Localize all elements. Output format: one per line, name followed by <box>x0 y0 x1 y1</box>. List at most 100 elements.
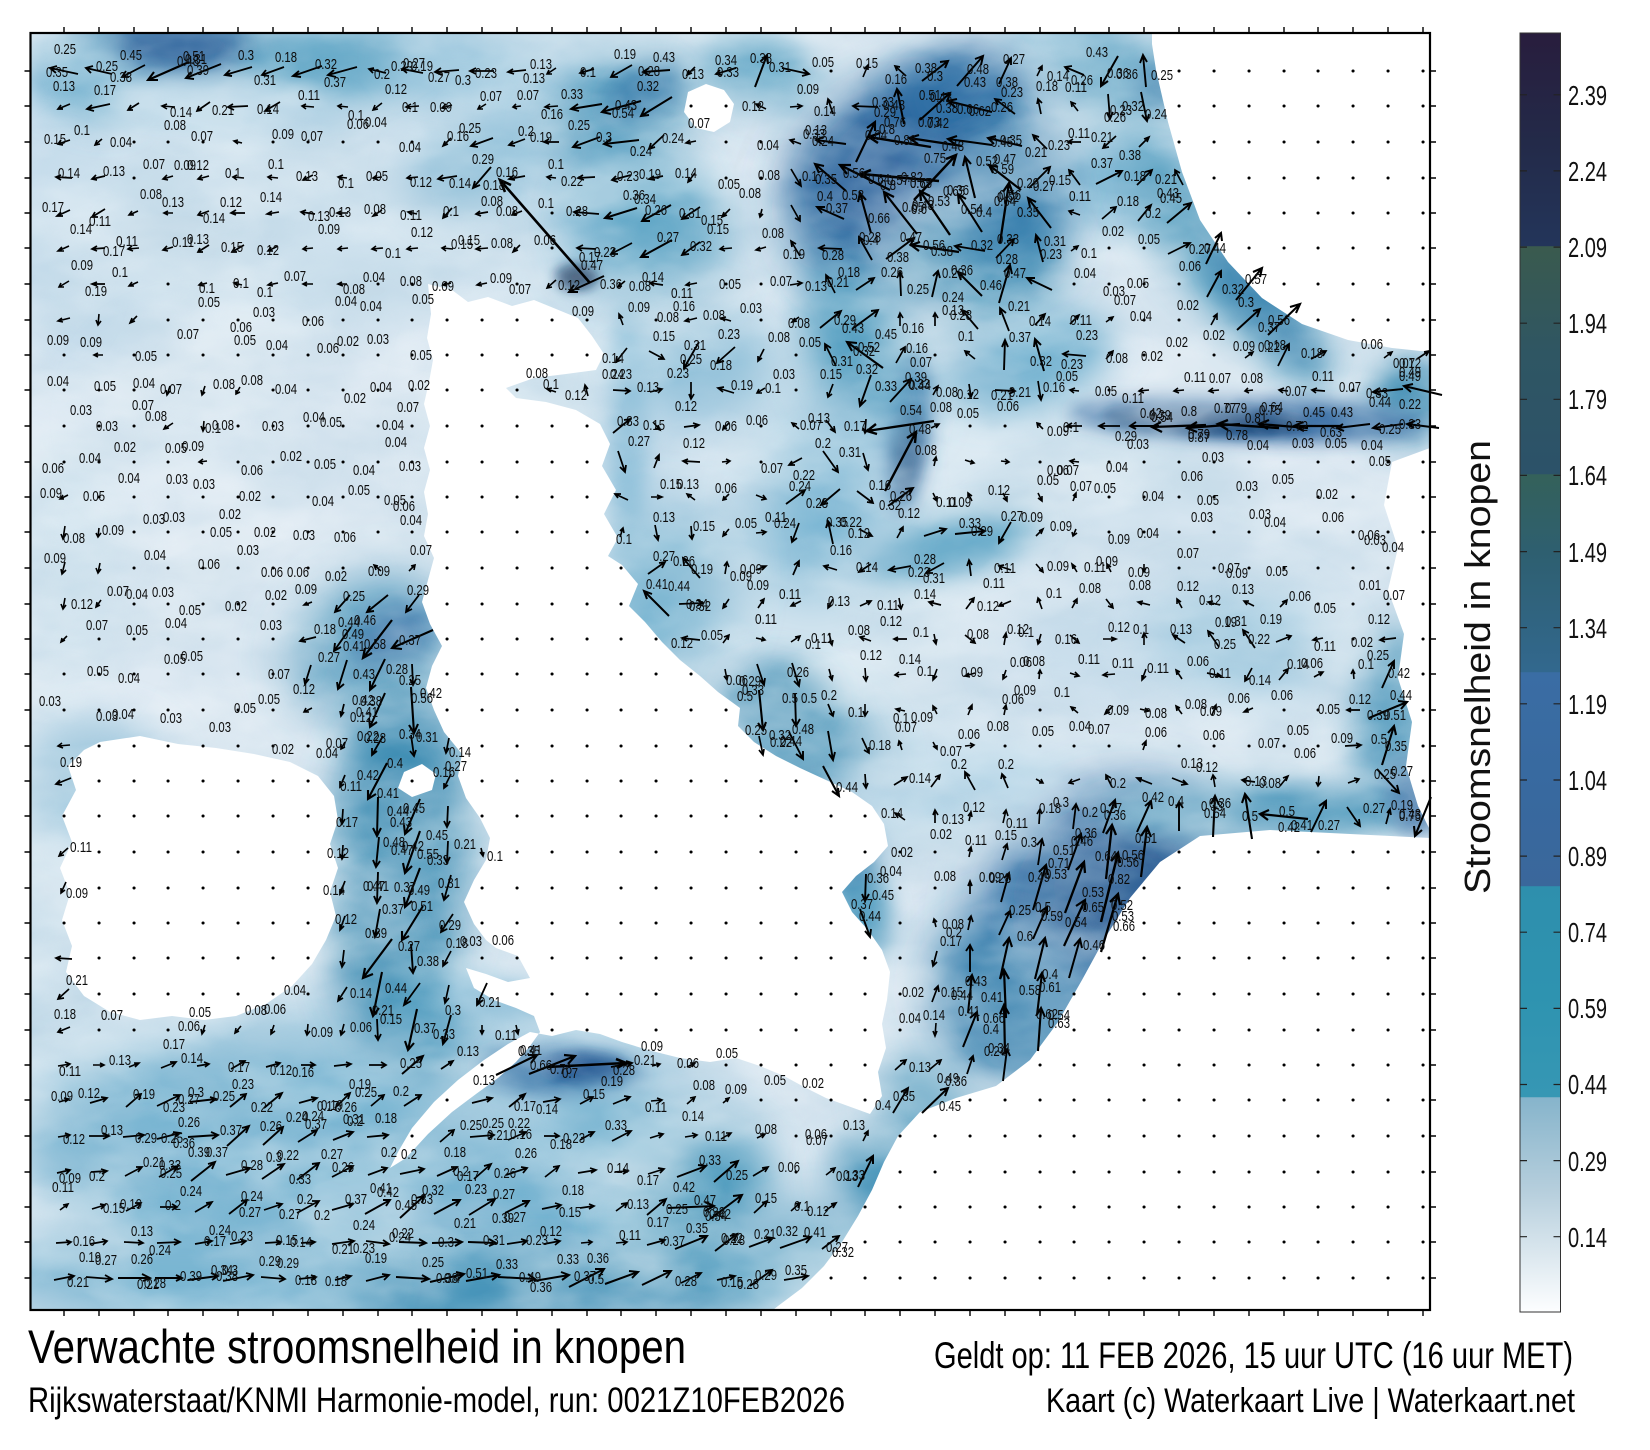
svg-text:0.25: 0.25 <box>213 1088 235 1105</box>
svg-text:0.51: 0.51 <box>1053 842 1075 859</box>
svg-text:0.28: 0.28 <box>859 229 881 246</box>
svg-text:0.62: 0.62 <box>1036 1006 1058 1023</box>
svg-text:0.02: 0.02 <box>1141 348 1163 365</box>
svg-text:0.2: 0.2 <box>946 924 962 941</box>
svg-text:0.29: 0.29 <box>834 312 856 329</box>
svg-text:0.11: 0.11 <box>340 778 362 795</box>
svg-text:0.12: 0.12 <box>411 224 433 241</box>
svg-text:0.11: 0.11 <box>1069 188 1091 205</box>
svg-text:0.09: 0.09 <box>432 278 454 295</box>
svg-text:0.12: 0.12 <box>742 98 764 115</box>
svg-text:0.14: 0.14 <box>170 104 192 121</box>
svg-text:0.41: 0.41 <box>367 878 389 895</box>
svg-text:0.05: 0.05 <box>189 1004 211 1021</box>
svg-text:0.32: 0.32 <box>856 361 878 378</box>
svg-text:0.47: 0.47 <box>994 151 1016 168</box>
svg-text:0.25: 0.25 <box>907 281 929 298</box>
svg-text:0.04: 0.04 <box>144 547 166 564</box>
svg-text:0.51: 0.51 <box>1384 707 1406 724</box>
svg-text:0.16: 0.16 <box>496 164 518 181</box>
svg-text:0.22: 0.22 <box>251 1099 273 1116</box>
svg-text:0.11: 0.11 <box>1312 368 1334 385</box>
svg-text:0.33: 0.33 <box>717 64 739 81</box>
svg-text:0.08: 0.08 <box>213 376 235 393</box>
svg-text:0.26: 0.26 <box>332 1159 354 1176</box>
svg-text:0.47: 0.47 <box>581 257 603 274</box>
svg-text:0.18: 0.18 <box>1264 337 1286 354</box>
svg-text:0.08: 0.08 <box>930 399 952 416</box>
svg-text:0.08: 0.08 <box>942 916 964 933</box>
svg-text:0.06: 0.06 <box>393 498 415 515</box>
svg-text:0.32: 0.32 <box>315 56 337 73</box>
svg-text:0.14: 0.14 <box>260 189 282 206</box>
svg-text:0.12: 0.12 <box>807 1203 829 1220</box>
svg-text:0.22: 0.22 <box>1258 339 1280 356</box>
svg-text:0.06: 0.06 <box>1228 690 1250 707</box>
svg-text:0.1: 0.1 <box>765 380 781 397</box>
svg-text:0.03: 0.03 <box>1236 478 1258 495</box>
svg-text:0.58: 0.58 <box>364 636 386 653</box>
svg-text:0.1: 0.1 <box>385 245 401 262</box>
svg-text:0.12: 0.12 <box>1368 611 1390 628</box>
svg-text:0.09: 0.09 <box>1047 423 1069 440</box>
svg-text:0.12: 0.12 <box>78 1085 100 1102</box>
svg-text:0.04: 0.04 <box>1142 488 1164 505</box>
svg-text:0.43: 0.43 <box>883 97 905 114</box>
svg-text:0.07: 0.07 <box>177 326 199 343</box>
svg-text:0.05: 0.05 <box>716 1045 738 1062</box>
svg-text:0.13: 0.13 <box>473 1072 495 1089</box>
svg-text:0.27: 0.27 <box>1189 241 1211 258</box>
svg-text:0.07: 0.07 <box>301 128 323 145</box>
svg-text:0.06: 0.06 <box>746 412 768 429</box>
svg-text:0.12: 0.12 <box>860 647 882 664</box>
svg-text:0.23: 0.23 <box>610 366 632 383</box>
svg-text:0.15: 0.15 <box>755 1190 777 1207</box>
svg-text:0.52: 0.52 <box>1111 897 1133 914</box>
svg-text:0.49: 0.49 <box>1399 368 1421 385</box>
svg-text:0.07: 0.07 <box>1218 560 1240 577</box>
svg-text:0.47: 0.47 <box>1004 265 1026 282</box>
svg-text:0.35: 0.35 <box>826 514 848 531</box>
svg-text:0.02: 0.02 <box>802 1075 824 1092</box>
svg-text:0.4: 0.4 <box>1042 966 1058 983</box>
svg-text:0.72: 0.72 <box>1286 418 1308 435</box>
svg-text:0.12: 0.12 <box>977 598 999 615</box>
svg-text:0.16: 0.16 <box>902 320 924 337</box>
svg-text:0.87: 0.87 <box>1188 429 1210 446</box>
svg-text:0.17: 0.17 <box>514 1098 536 1115</box>
svg-text:0.17: 0.17 <box>336 814 358 831</box>
svg-text:0.18: 0.18 <box>1301 345 1323 362</box>
svg-text:0.33: 0.33 <box>605 1117 627 1134</box>
svg-text:0.11: 0.11 <box>755 611 777 628</box>
svg-text:0.05: 0.05 <box>348 482 370 499</box>
svg-text:0.28: 0.28 <box>822 247 844 264</box>
svg-text:0.05: 0.05 <box>410 347 432 364</box>
svg-text:0.36: 0.36 <box>1116 66 1138 83</box>
svg-text:0.35: 0.35 <box>518 1043 540 1060</box>
svg-text:0.09: 0.09 <box>80 334 102 351</box>
svg-text:0.43: 0.43 <box>1157 185 1179 202</box>
svg-text:0.12: 0.12 <box>1196 759 1218 776</box>
svg-text:0.08: 0.08 <box>758 167 780 184</box>
svg-text:0.13: 0.13 <box>836 1168 858 1185</box>
svg-text:0.2: 0.2 <box>165 1197 181 1214</box>
svg-text:0.03: 0.03 <box>152 584 174 601</box>
svg-text:0.27: 0.27 <box>1001 508 1023 525</box>
svg-text:0.71: 0.71 <box>1048 855 1070 872</box>
svg-text:0.33: 0.33 <box>997 231 1019 248</box>
svg-text:0.09: 0.09 <box>66 885 88 902</box>
svg-text:0.03: 0.03 <box>293 527 315 544</box>
svg-text:0.13: 0.13 <box>1181 755 1203 772</box>
svg-text:0.05: 0.05 <box>799 334 821 351</box>
svg-text:0.19: 0.19 <box>1391 797 1413 814</box>
svg-text:0.1: 0.1 <box>794 1198 810 1215</box>
svg-text:0.21: 0.21 <box>1025 144 1047 161</box>
svg-text:0.24: 0.24 <box>302 1108 324 1125</box>
svg-text:0.25: 0.25 <box>422 1254 444 1271</box>
svg-text:0.05: 0.05 <box>384 492 406 509</box>
svg-text:0.24: 0.24 <box>180 1183 202 1200</box>
svg-text:0.03: 0.03 <box>740 300 762 317</box>
svg-text:0.18: 0.18 <box>375 1110 397 1127</box>
svg-text:0.48: 0.48 <box>383 834 405 851</box>
svg-text:0.49: 0.49 <box>1028 869 1050 886</box>
